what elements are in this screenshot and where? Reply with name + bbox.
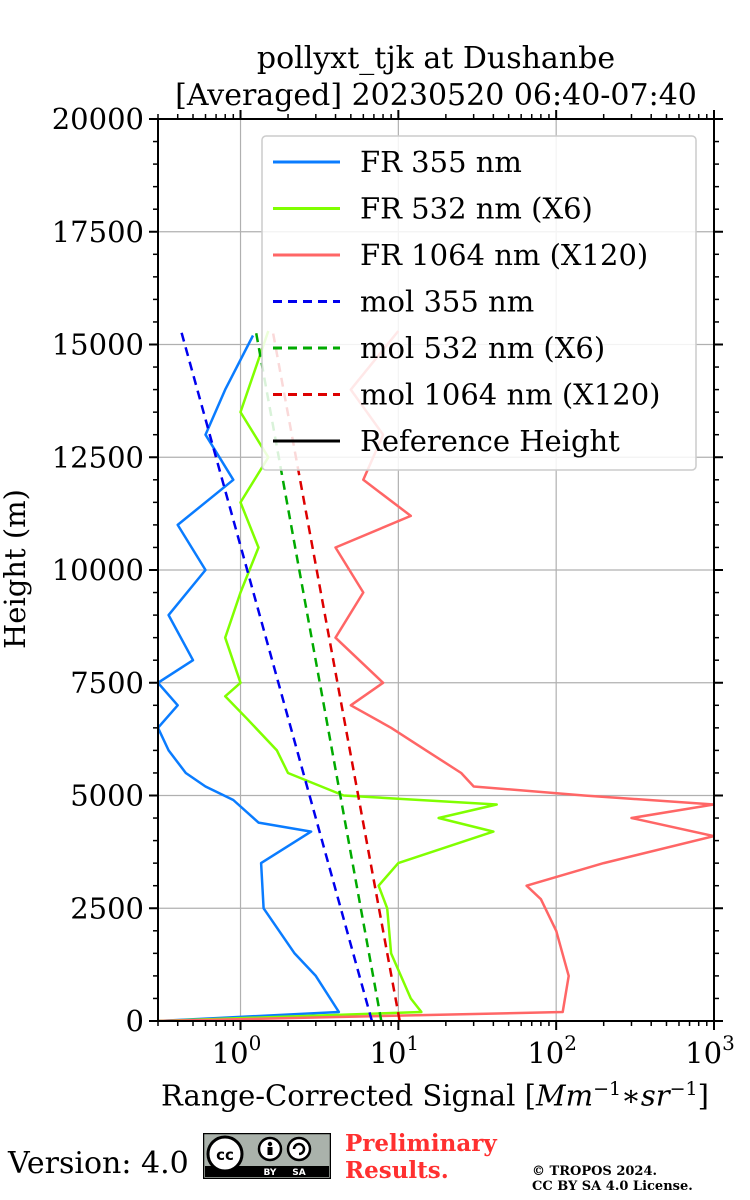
legend-box: [261, 135, 697, 471]
legend-label-5: mol 1064 nm (X120): [360, 378, 661, 412]
y-tick-labels: 0 2500 5000 7500 10000 12500 15000 17500 20000: [52, 102, 144, 1038]
legend-label-1: FR 532 nm (X6): [360, 192, 593, 226]
y-axis-label: Height (m): [0, 489, 32, 649]
axis-ticks: [149, 110, 723, 1030]
chart-title: pollyxt_tjk at Dushanbe: [256, 41, 616, 76]
legend-label-2: FR 1064 nm (X120): [360, 238, 648, 272]
series-line-0: [158, 334, 341, 1021]
series-line-2: [158, 330, 714, 1021]
x-tick-label: 103: [685, 1031, 735, 1070]
copyright-note: © TROPOS 2024. CC BY SA 4.0 License.: [532, 1164, 693, 1194]
badge-by-text: BY: [264, 1168, 277, 1178]
y-tick-label: 12500: [52, 440, 144, 474]
y-tick-label: 5000: [70, 779, 144, 813]
cc-icon: [206, 1135, 244, 1173]
x-tick-labels: 100 101 102 103: [212, 1031, 735, 1070]
copyright-line-2: CC BY SA 4.0 License.: [532, 1179, 693, 1194]
legend-label-3: mol 355 nm: [360, 285, 534, 319]
prelim-line-1: Preliminary: [345, 1130, 497, 1157]
y-tick-label: 10000: [52, 553, 144, 587]
legend-label-4: mol 532 nm (X6): [360, 331, 605, 365]
cc-icon-text: cc: [216, 1146, 234, 1164]
x-tick-label: 100: [212, 1031, 262, 1070]
badge-sa-text: SA: [292, 1168, 305, 1178]
series-line-1: [158, 330, 498, 1021]
y-tick-label: 2500: [70, 891, 144, 925]
preliminary-results-note: Preliminary Results.: [345, 1130, 497, 1184]
y-tick-label: 0: [126, 1004, 144, 1038]
legend-label-0: FR 355 nm: [360, 145, 522, 179]
version-label: Version: 4.0: [8, 1146, 189, 1181]
chart-subtitle: [Averaged] 20230520 06:40-07:40: [175, 78, 697, 113]
y-tick-label: 7500: [70, 666, 144, 700]
legend: FR 355 nm FR 532 nm (X6) FR 1064 nm (X120)…: [261, 135, 697, 471]
series-line-5: [271, 330, 401, 1021]
y-tick-label: 20000: [52, 102, 144, 136]
y-tick-label: 17500: [52, 215, 144, 249]
x-tick-label: 101: [370, 1031, 420, 1070]
copyright-line-1: © TROPOS 2024.: [532, 1164, 658, 1179]
prelim-line-2: Results.: [345, 1157, 449, 1184]
cc-by-sa-badge: cc BY SA: [203, 1133, 331, 1179]
legend-label-6: Reference Height: [360, 424, 620, 458]
sa-icon: [286, 1136, 312, 1162]
series-line-4: [254, 330, 383, 1021]
y-tick-label: 15000: [52, 328, 144, 362]
series-lines: [158, 330, 714, 1021]
x-tick-label: 102: [527, 1031, 577, 1070]
x-axis-label: Range-Corrected Signal [Mm−1∗sr−1]: [161, 1078, 709, 1113]
